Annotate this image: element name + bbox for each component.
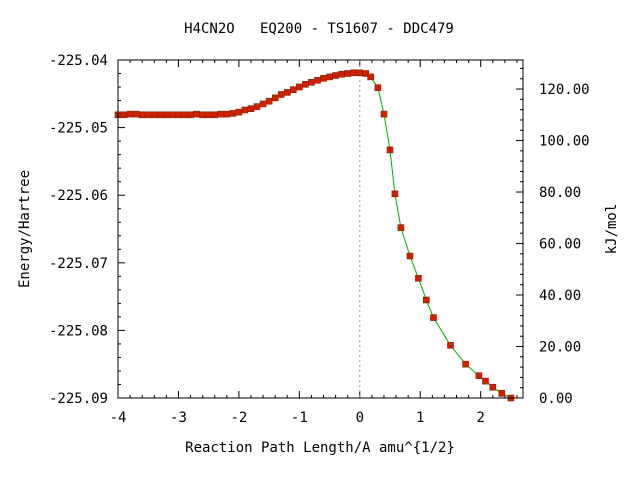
data-point: [126, 110, 134, 118]
data-point: [447, 341, 454, 349]
data-point: [430, 314, 437, 321]
y2-tick-label: 100.00: [539, 134, 590, 150]
data-point: [462, 360, 469, 368]
y-tick-label: -225.06: [49, 188, 108, 204]
y-tick-label: -225.08: [49, 323, 108, 339]
axis-ticks: -4 -3 -2 -1 0 1 2 -225.04 -225.05 -225.06 -225.07 -…: [49, 53, 590, 426]
x-tick-label: -1: [291, 410, 308, 426]
y2-tick-label: 40.00: [539, 288, 581, 304]
data-point: [132, 110, 140, 118]
data-point: [320, 75, 327, 82]
data-point: [193, 110, 200, 118]
data-point: [259, 100, 267, 108]
data-point: [169, 111, 176, 119]
x-axis-label: Reaction Path Length/A amu^{1/2}: [185, 440, 455, 456]
data-point: [314, 77, 321, 84]
data-point: [187, 111, 194, 119]
data-point: [475, 372, 483, 380]
data-point: [332, 72, 339, 79]
y2-axis-label: kJ/mol: [604, 204, 620, 255]
data-point: [241, 106, 249, 114]
data-point: [265, 97, 273, 105]
data-point: [356, 69, 364, 77]
y-tick-label: -225.09: [49, 391, 108, 407]
data-point: [157, 111, 164, 119]
plot-area: [114, 69, 515, 402]
data-point: [271, 94, 279, 102]
data-point: [498, 389, 506, 397]
data-point: [386, 146, 394, 154]
x-tick-label: -4: [110, 410, 127, 426]
y-tick-label: -225.05: [49, 121, 108, 137]
data-point: [205, 111, 212, 119]
x-tick-label: 2: [476, 410, 484, 426]
data-point: [344, 70, 352, 77]
data-point: [308, 79, 315, 86]
y-tick-label: -225.04: [49, 53, 108, 69]
data-point: [406, 252, 414, 260]
data-point: [253, 103, 261, 110]
data-point: [247, 105, 255, 112]
data-point: [338, 70, 346, 78]
data-point: [362, 70, 370, 77]
data-point: [211, 111, 218, 119]
plot-frame: [117, 59, 524, 399]
data-point: [144, 111, 152, 119]
y2-tick-label: 120.00: [539, 82, 590, 98]
data-point: [138, 111, 146, 119]
y-axis-label: Energy/Hartree: [17, 170, 33, 288]
data-point: [163, 111, 170, 119]
data-point: [326, 73, 333, 81]
data-point: [422, 296, 430, 304]
data-point: [283, 89, 291, 96]
data-point: [229, 110, 237, 117]
data-point: [199, 111, 206, 119]
data-point: [175, 111, 182, 119]
x-tick-label: -3: [170, 410, 187, 426]
data-point: [235, 108, 243, 116]
data-point: [350, 69, 358, 77]
data-point: [367, 73, 375, 81]
data-point: [151, 111, 158, 119]
data-point: [374, 84, 382, 91]
data-point: [277, 91, 285, 98]
y2-tick-label: 80.00: [539, 185, 581, 201]
x-tick-label: 0: [356, 410, 364, 426]
y-tick-label: -225.07: [49, 256, 108, 272]
data-point: [391, 190, 399, 198]
y2-tick-label: 20.00: [539, 340, 581, 356]
series-line: [118, 72, 512, 399]
data-point: [217, 110, 225, 118]
x-tick-label: 1: [416, 410, 424, 426]
data-point: [295, 83, 303, 91]
data-point: [415, 274, 422, 282]
data-point: [120, 111, 128, 119]
data-point: [223, 110, 231, 118]
data-point: [380, 110, 388, 118]
y2-tick-label: 0.00: [539, 391, 573, 407]
chart-title: H4CN2O EQ200 - TS1607 - DDC479: [184, 21, 454, 37]
data-point: [397, 224, 405, 231]
data-point: [181, 111, 188, 119]
y2-tick-label: 60.00: [539, 237, 581, 253]
data-point: [482, 377, 489, 385]
x-tick-label: -2: [230, 410, 247, 426]
data-point: [489, 383, 497, 391]
data-point: [302, 81, 309, 88]
data-point: [289, 86, 297, 93]
